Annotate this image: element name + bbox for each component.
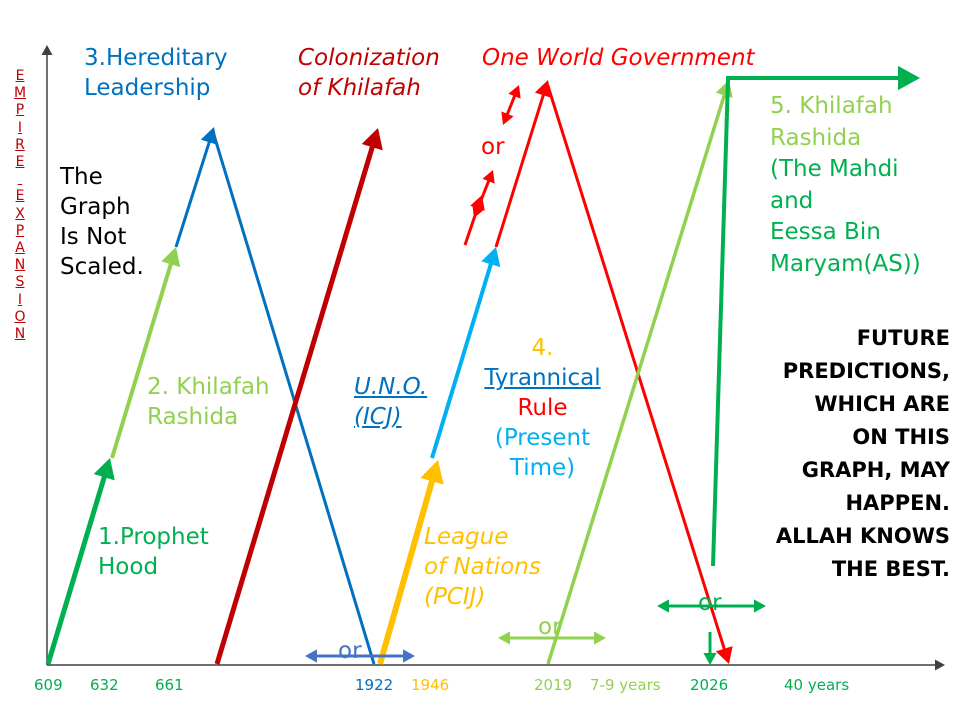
- hereditary-rise-arrow: [174, 127, 218, 248]
- tick-632: 632: [90, 676, 119, 694]
- red-or-arrow-top-b: [508, 85, 521, 106]
- tick-40-years: 40 years: [784, 676, 850, 694]
- or-label-2026: or: [698, 590, 722, 616]
- not-scaled-note: The Graph Is Not Scaled.: [60, 164, 144, 280]
- khilafah-rashida-arrow: [110, 247, 181, 459]
- khilafah5-vertical-arrow: [711, 79, 730, 567]
- tick-2019: 2019: [534, 676, 573, 694]
- or-label-top: or: [481, 134, 505, 160]
- tick-1946: 1946: [411, 676, 450, 694]
- red-or-arrow-top-a: [501, 104, 514, 125]
- or-label-1922: or: [338, 638, 362, 664]
- red-or-arrow-mid-a: [472, 193, 485, 218]
- prophethood-label: 1.Prophet Hood: [98, 524, 209, 580]
- red-or-arrow-mid-b: [482, 170, 495, 195]
- tick-2026: 2026: [690, 676, 729, 694]
- y-axis: [41, 45, 53, 665]
- x-axis: [47, 659, 945, 671]
- khilafah-rashida-5-label: 5. Khilafah Rashida (The Mahdi and Eessa…: [770, 93, 921, 277]
- or-arrow-2026-a: [657, 599, 712, 613]
- tyrannical-rise-arrow: [494, 80, 552, 248]
- red-dash-segment: [463, 195, 485, 246]
- or-arrow-2026-b: [711, 599, 766, 613]
- tyrannical-fall-arrow: [546, 85, 733, 664]
- league-of-nations-label: League of Nations (PCIJ): [424, 524, 541, 610]
- future-predictions-note: FUTURE PREDICTIONS, WHICH ARE ON THIS GRAPH,…: [775, 326, 950, 581]
- tick-1922: 1922: [355, 676, 394, 694]
- tick-609: 609: [34, 676, 63, 694]
- prophethood-arrow: [45, 458, 115, 665]
- uno-icj-label: U.N.O. (ICJ): [354, 374, 428, 430]
- or-arrow-2019-a: [498, 631, 552, 645]
- or-arrow-1922-a: [305, 649, 360, 663]
- hereditary-leadership-label: 3.Hereditary Leadership: [84, 45, 228, 101]
- khilafah5-top-arrow: [726, 65, 920, 91]
- or-arrow-2019-b: [552, 631, 606, 645]
- tyrannical-rule-label: 4. Tyrannical Rule (Present Time): [484, 335, 601, 481]
- khilafah-rashida-2-label: 2. Khilafah Rashida: [147, 374, 270, 430]
- one-world-government-label: One World Government: [482, 45, 755, 71]
- uno-arrow: [430, 247, 501, 459]
- colonization-arrow: [214, 128, 383, 665]
- league-arrow: [377, 460, 444, 665]
- colonization-label: Colonization of Khilafah: [298, 45, 440, 101]
- or-label-2019: or: [538, 614, 562, 640]
- down-arrow-2026: [703, 632, 717, 665]
- tick-7-9-years: 7-9 years: [590, 676, 661, 694]
- tick-661: 661: [155, 676, 184, 694]
- or-arrow-1922-b: [360, 649, 415, 663]
